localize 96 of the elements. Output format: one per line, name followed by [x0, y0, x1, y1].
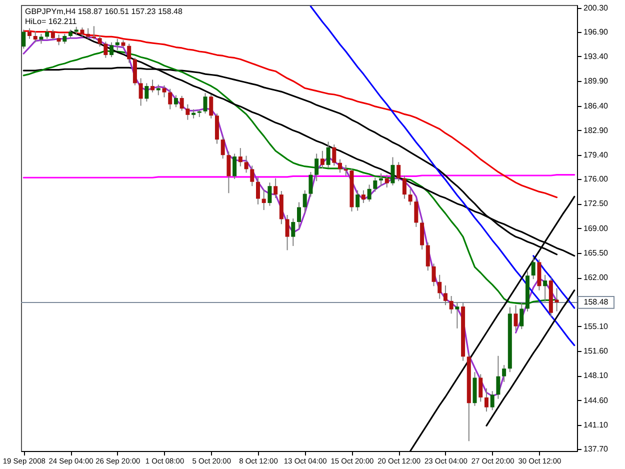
candlestick	[33, 30, 38, 43]
candlestick	[220, 136, 225, 160]
candlestick	[232, 153, 237, 180]
candlestick	[338, 158, 342, 174]
candlestick	[80, 27, 84, 38]
candlestick	[110, 42, 114, 58]
y-tick-label: 141.10	[584, 420, 609, 430]
y-tick-label: 148.10	[584, 371, 609, 380]
candlestick	[326, 141, 330, 168]
y-tick-label: 144.60	[584, 396, 609, 405]
candlestick	[379, 172, 384, 187]
candlestick	[356, 190, 360, 212]
candlestick	[180, 95, 184, 112]
candlestick	[162, 84, 166, 98]
y-tick-label: 155.10	[584, 322, 609, 331]
candlestick	[438, 274, 442, 300]
candlestick	[420, 219, 424, 250]
candlestick	[45, 28, 50, 40]
candlestick	[226, 151, 231, 194]
candlestick	[186, 104, 190, 120]
candlestick	[402, 175, 406, 200]
candlestick	[156, 84, 160, 96]
y-tick-label: 196.90	[584, 27, 609, 36]
line-series	[310, 6, 576, 346]
y-tick-label: 176.00	[584, 174, 609, 184]
candlestick	[308, 171, 313, 198]
y-tick-label: 151.60	[584, 346, 609, 356]
candlestick	[256, 176, 260, 205]
candlestick	[274, 178, 278, 199]
candlestick	[408, 188, 412, 206]
annotation: HiLo= 162.211	[25, 17, 78, 26]
candlestick	[302, 190, 307, 214]
candlestick	[203, 92, 208, 114]
candlestick	[50, 29, 55, 40]
candlestick	[209, 94, 214, 119]
candlestick	[297, 202, 301, 229]
candlestick	[22, 29, 26, 50]
candlestick	[384, 174, 389, 188]
candlestick	[443, 284, 448, 306]
candlestick	[291, 218, 296, 246]
candlestick	[56, 34, 61, 46]
candlestick	[414, 198, 418, 228]
candlestick	[484, 388, 488, 412]
candlestick	[150, 79, 155, 93]
candlestick	[144, 82, 149, 102]
y-tick-label: 200.30	[584, 3, 609, 12]
candlestick	[496, 355, 500, 400]
candlestick	[373, 177, 378, 192]
candlestick	[367, 184, 372, 202]
candlestick	[62, 33, 67, 44]
chart-title: GBPJPYm,H4 158.87 160.51 157.23 158.48	[25, 7, 183, 16]
candlestick	[192, 108, 196, 119]
y-tick-label: 182.90	[584, 126, 609, 135]
candlestick	[285, 214, 290, 251]
y-tick-label: 165.50	[584, 248, 609, 258]
candlestick	[332, 144, 336, 166]
candlestick	[531, 256, 536, 280]
candlestick	[39, 33, 44, 44]
line-series	[22, 30, 558, 198]
y-tick-label: 137.70	[584, 444, 609, 454]
candlestick	[426, 242, 430, 272]
candlestick	[244, 155, 248, 174]
candlestick	[314, 153, 319, 182]
candlestick	[104, 41, 108, 58]
candlestick	[432, 263, 436, 287]
candlestick	[27, 28, 32, 40]
y-tick-label: 162.00	[584, 273, 609, 282]
candlestick	[502, 364, 506, 382]
y-tick-label: 189.90	[584, 76, 609, 86]
candlestick	[478, 374, 483, 402]
candlestick	[344, 164, 348, 177]
candlestick	[396, 162, 401, 182]
candlestick	[250, 165, 254, 187]
candlestick	[214, 113, 219, 144]
y-tick-label: 179.40	[584, 150, 609, 160]
candlestick	[361, 190, 366, 204]
y-tick-label: 172.50	[584, 199, 609, 208]
candlestick	[138, 78, 143, 106]
candlestick	[390, 156, 395, 186]
candlestick	[132, 57, 137, 86]
candlestick	[449, 295, 454, 314]
candlestick	[490, 390, 494, 411]
candlestick	[127, 43, 132, 64]
y-tick-label: 169.00	[584, 224, 609, 233]
candlestick	[262, 189, 266, 211]
ref-line-label: 158.48	[584, 297, 609, 306]
candlestick	[168, 88, 172, 110]
y-tick-label: 193.40	[584, 52, 609, 61]
candlestick	[174, 94, 178, 108]
candlestick	[98, 34, 102, 48]
candlestick	[455, 302, 460, 329]
candlestick	[320, 150, 324, 169]
candlestick	[92, 26, 96, 40]
y-tick-label: 186.40	[584, 101, 609, 110]
candlestick	[238, 148, 242, 167]
candlestick	[268, 182, 272, 206]
